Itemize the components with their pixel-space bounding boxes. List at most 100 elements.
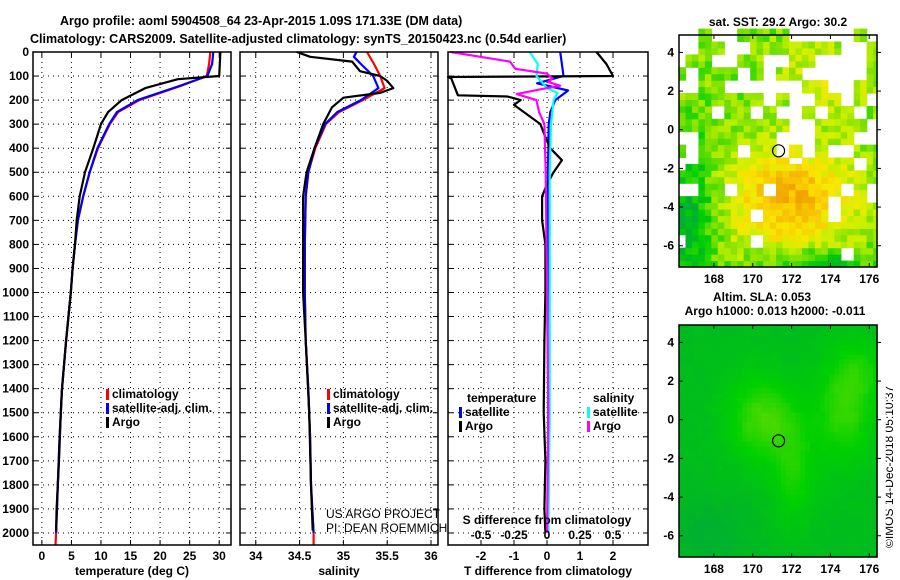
map-cell xyxy=(727,455,733,461)
map-cell xyxy=(800,344,806,350)
map-cell xyxy=(805,412,811,418)
map-cell xyxy=(840,170,848,178)
map-cell xyxy=(756,118,764,126)
map-cell xyxy=(708,412,714,418)
map-cell xyxy=(834,441,840,447)
map-cell xyxy=(824,450,830,457)
map-cell xyxy=(751,552,758,558)
map-cell xyxy=(685,221,693,229)
map-cell xyxy=(713,373,719,379)
map-cell xyxy=(732,470,738,476)
map-cell xyxy=(685,93,693,100)
map-cell xyxy=(866,260,874,268)
map-cell xyxy=(693,421,699,428)
map-cell xyxy=(698,329,704,336)
map-cell xyxy=(691,60,699,68)
map-cell xyxy=(860,202,868,210)
map-cell xyxy=(769,157,777,165)
map-cell xyxy=(683,383,690,389)
map-cell xyxy=(704,73,712,81)
map-cell xyxy=(679,105,687,113)
map-cell xyxy=(814,528,821,534)
map-cell xyxy=(693,523,699,529)
map-cell xyxy=(708,416,714,423)
map-cell xyxy=(708,407,714,413)
map-cell xyxy=(814,144,822,152)
map-cell xyxy=(771,325,777,331)
map-cell xyxy=(776,441,782,447)
map-cell xyxy=(717,196,725,204)
map-cell xyxy=(824,325,830,331)
map-cell xyxy=(790,450,796,457)
map-cell xyxy=(763,260,771,268)
map-cell xyxy=(737,523,743,529)
map-cell xyxy=(829,450,835,457)
map-cell xyxy=(795,450,801,457)
map-cell xyxy=(698,479,704,486)
map-cell xyxy=(790,383,796,389)
map-cell xyxy=(863,387,869,394)
map-cell xyxy=(769,202,777,210)
map-cell xyxy=(732,523,738,529)
map-cell xyxy=(750,163,758,171)
map-cell xyxy=(795,325,801,331)
map-cell xyxy=(742,363,748,370)
map-cell xyxy=(776,349,782,355)
legend-swatch xyxy=(327,403,330,414)
map-cell xyxy=(698,105,706,113)
map-cell xyxy=(761,363,767,370)
map-cell xyxy=(873,474,879,481)
map-cell xyxy=(732,431,738,437)
map-cell xyxy=(727,368,733,374)
map-cell xyxy=(685,105,693,113)
map-cell xyxy=(827,138,835,146)
map-cell xyxy=(814,209,822,216)
map-cell xyxy=(780,489,787,495)
map-cell xyxy=(873,537,879,544)
map-cell xyxy=(761,474,767,481)
map-cell xyxy=(756,426,762,432)
map-cell xyxy=(795,436,801,442)
map-cell xyxy=(727,358,733,365)
map-cell xyxy=(844,421,850,428)
map-cell xyxy=(829,523,835,529)
map-cell xyxy=(766,431,772,437)
map-cell xyxy=(839,329,845,336)
map-cell xyxy=(860,221,868,229)
map-cell xyxy=(769,170,777,178)
map-cell xyxy=(801,228,809,236)
map-cell xyxy=(834,344,840,350)
map-cell xyxy=(766,455,772,461)
map-cell xyxy=(771,479,777,486)
map-cell xyxy=(724,241,732,249)
map-cell xyxy=(853,542,860,548)
map-cell xyxy=(698,131,706,139)
map-cell xyxy=(834,373,840,379)
map-cell xyxy=(679,426,685,432)
map-cell xyxy=(746,383,753,389)
map-cell xyxy=(756,436,762,442)
map-cell xyxy=(683,363,690,370)
map-cell xyxy=(766,441,772,447)
map-cell xyxy=(790,426,796,432)
map-cell xyxy=(868,489,874,495)
map-cell xyxy=(763,221,771,229)
map-cell xyxy=(853,378,860,384)
map-cell xyxy=(732,349,738,355)
map-cell xyxy=(771,387,777,394)
map-cell xyxy=(717,489,724,495)
map-cell xyxy=(844,494,850,500)
map-cell xyxy=(717,228,725,236)
map-cell xyxy=(863,455,869,461)
map-cell xyxy=(776,508,782,515)
map-cell xyxy=(814,402,821,408)
map-cell xyxy=(814,407,821,413)
map-cell xyxy=(782,209,790,216)
map-cell xyxy=(761,528,767,534)
map-cell xyxy=(683,499,690,505)
map-cell xyxy=(821,183,829,191)
map-cell xyxy=(704,234,712,242)
map-cell xyxy=(827,170,835,178)
map-cell xyxy=(750,47,758,55)
map-cell xyxy=(698,125,706,133)
